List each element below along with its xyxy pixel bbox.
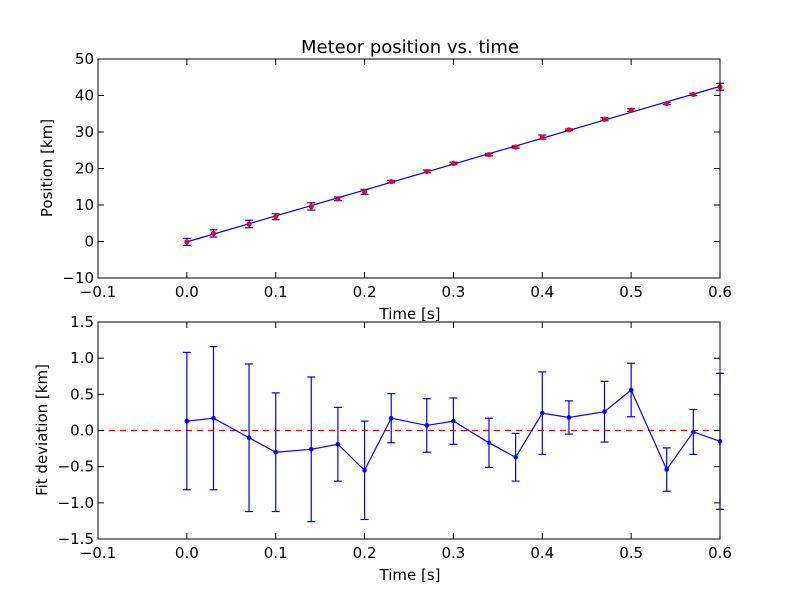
chart-title: Meteor position vs. time xyxy=(301,37,519,58)
data-point xyxy=(246,435,252,441)
position-plot-marks xyxy=(182,82,724,246)
data-point xyxy=(388,179,394,185)
data-point xyxy=(424,168,430,175)
x-tick-label: −0.1 xyxy=(80,283,116,301)
x-tick-label: 0.4 xyxy=(530,544,554,562)
data-point xyxy=(513,454,518,460)
y-tick-label: −10 xyxy=(62,269,94,287)
x-tick-label: 0.0 xyxy=(175,283,199,301)
data-point xyxy=(451,418,456,424)
data-point xyxy=(361,189,368,195)
y-tick-label: 10 xyxy=(75,196,94,214)
x-tick-label: 0.1 xyxy=(264,544,288,562)
y-axis-label: Fit deviation [km] xyxy=(33,364,51,496)
data-point xyxy=(335,441,341,447)
y-tick-label: 40 xyxy=(75,87,94,105)
y-tick-label: −0.5 xyxy=(58,458,94,476)
deviation-plot-ticks: −0.1 0.0 0.1 0.2 0.3 0.4 0.5 0.6 −1.5 −1.0 −0.5 0.0… xyxy=(58,313,732,562)
deviation-plot: −0.1 0.0 0.1 0.2 0.3 0.4 0.5 0.6 −1.5 −1.0 −0.5 0.0… xyxy=(33,313,732,584)
data-point xyxy=(362,467,367,473)
deviation-plot-marks xyxy=(98,345,724,523)
y-tick-label: 30 xyxy=(75,123,94,141)
data-point xyxy=(308,203,314,210)
x-tick-label: −0.1 xyxy=(80,544,116,562)
x-tick-label: 0.5 xyxy=(619,544,643,562)
x-axis-label: Time [s] xyxy=(379,305,441,323)
data-point xyxy=(486,152,492,158)
data-point xyxy=(184,239,190,245)
data-point xyxy=(486,440,492,446)
position-plot: Meteor position vs. time −0.1 0.0 0.1 0.2 0.… xyxy=(38,37,732,323)
y-tick-label: 0.0 xyxy=(70,422,94,440)
data-point xyxy=(691,429,696,435)
x-tick-label: 0.6 xyxy=(708,283,732,301)
data-point xyxy=(184,418,190,424)
x-tick-label: 0.2 xyxy=(353,544,377,562)
x-tick-label: 0.3 xyxy=(441,544,465,562)
y-tick-label: 1.5 xyxy=(70,313,94,331)
data-point xyxy=(211,415,216,421)
y-tick-label: 1.0 xyxy=(70,349,94,367)
data-point xyxy=(628,387,634,393)
x-tick-label: 0.1 xyxy=(264,283,288,301)
x-tick-label: 0.6 xyxy=(708,544,732,562)
data-point xyxy=(308,447,314,452)
x-tick-label: 0.3 xyxy=(441,283,465,301)
x-tick-label: 0.2 xyxy=(353,283,377,301)
data-point xyxy=(628,107,634,113)
data-point xyxy=(424,423,430,428)
data-point xyxy=(273,214,279,220)
data-point xyxy=(566,127,572,133)
data-point xyxy=(539,410,545,416)
data-point xyxy=(450,160,457,166)
data-point xyxy=(602,409,607,414)
y-tick-label: 20 xyxy=(75,160,94,178)
position-plot-ticks: −0.1 0.0 0.1 0.2 0.3 0.4 0.5 0.6 −10 0 10 20 30 40 50 xyxy=(62,50,732,301)
y-tick-label: −1.0 xyxy=(58,494,94,512)
data-point xyxy=(513,144,519,150)
data-point xyxy=(690,91,696,98)
y-tick-label: 50 xyxy=(75,50,94,68)
y-tick-label: 0 xyxy=(84,233,94,251)
x-tick-label: 0.5 xyxy=(619,283,643,301)
data-point xyxy=(664,467,669,472)
y-axis-label: Position [km] xyxy=(38,119,56,217)
x-tick-label: 0.4 xyxy=(530,283,554,301)
data-point xyxy=(210,230,217,237)
x-tick-label: 0.0 xyxy=(175,544,199,562)
data-point xyxy=(273,449,279,455)
x-axis-label: Time [s] xyxy=(379,566,441,584)
data-point xyxy=(566,415,572,420)
data-point xyxy=(664,100,670,107)
data-point xyxy=(335,196,341,202)
data-point xyxy=(388,415,394,421)
y-tick-label: −1.5 xyxy=(58,530,94,548)
data-point xyxy=(539,134,545,140)
data-point xyxy=(601,116,608,122)
y-tick-label: 0.5 xyxy=(70,385,94,403)
data-point xyxy=(246,221,252,227)
position-plot-frame xyxy=(97,58,721,279)
